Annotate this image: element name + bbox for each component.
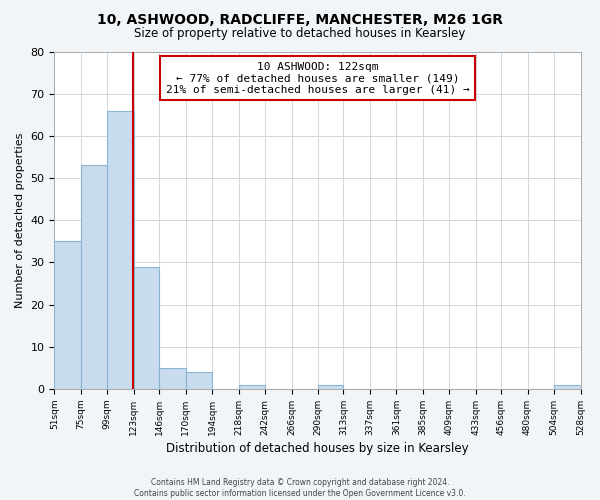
- Bar: [554, 384, 581, 389]
- Bar: [318, 384, 343, 389]
- Text: 10 ASHWOOD: 122sqm
← 77% of detached houses are smaller (149)
21% of semi-detach: 10 ASHWOOD: 122sqm ← 77% of detached hou…: [166, 62, 469, 95]
- Bar: [55, 242, 81, 389]
- Bar: [185, 372, 212, 389]
- Bar: [81, 166, 107, 389]
- Text: Size of property relative to detached houses in Kearsley: Size of property relative to detached ho…: [134, 28, 466, 40]
- Bar: [239, 384, 265, 389]
- Text: 10, ASHWOOD, RADCLIFFE, MANCHESTER, M26 1GR: 10, ASHWOOD, RADCLIFFE, MANCHESTER, M26 …: [97, 12, 503, 26]
- Bar: [107, 110, 134, 389]
- Text: Contains HM Land Registry data © Crown copyright and database right 2024.
Contai: Contains HM Land Registry data © Crown c…: [134, 478, 466, 498]
- Bar: [159, 368, 185, 389]
- Bar: [134, 266, 159, 389]
- X-axis label: Distribution of detached houses by size in Kearsley: Distribution of detached houses by size …: [166, 442, 469, 455]
- Y-axis label: Number of detached properties: Number of detached properties: [15, 132, 25, 308]
